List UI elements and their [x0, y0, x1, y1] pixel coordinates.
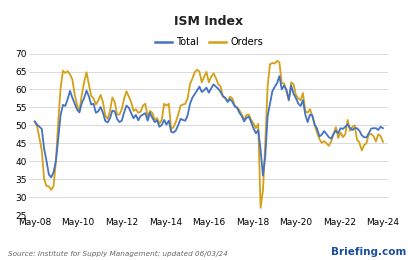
Title: ISM Index: ISM Index	[174, 15, 243, 28]
Text: Briefing.com: Briefing.com	[331, 248, 407, 257]
Legend: Total, Orders: Total, Orders	[151, 33, 267, 51]
Text: Source: Institute for Supply Management; updated 06/03/24: Source: Institute for Supply Management;…	[8, 251, 228, 257]
